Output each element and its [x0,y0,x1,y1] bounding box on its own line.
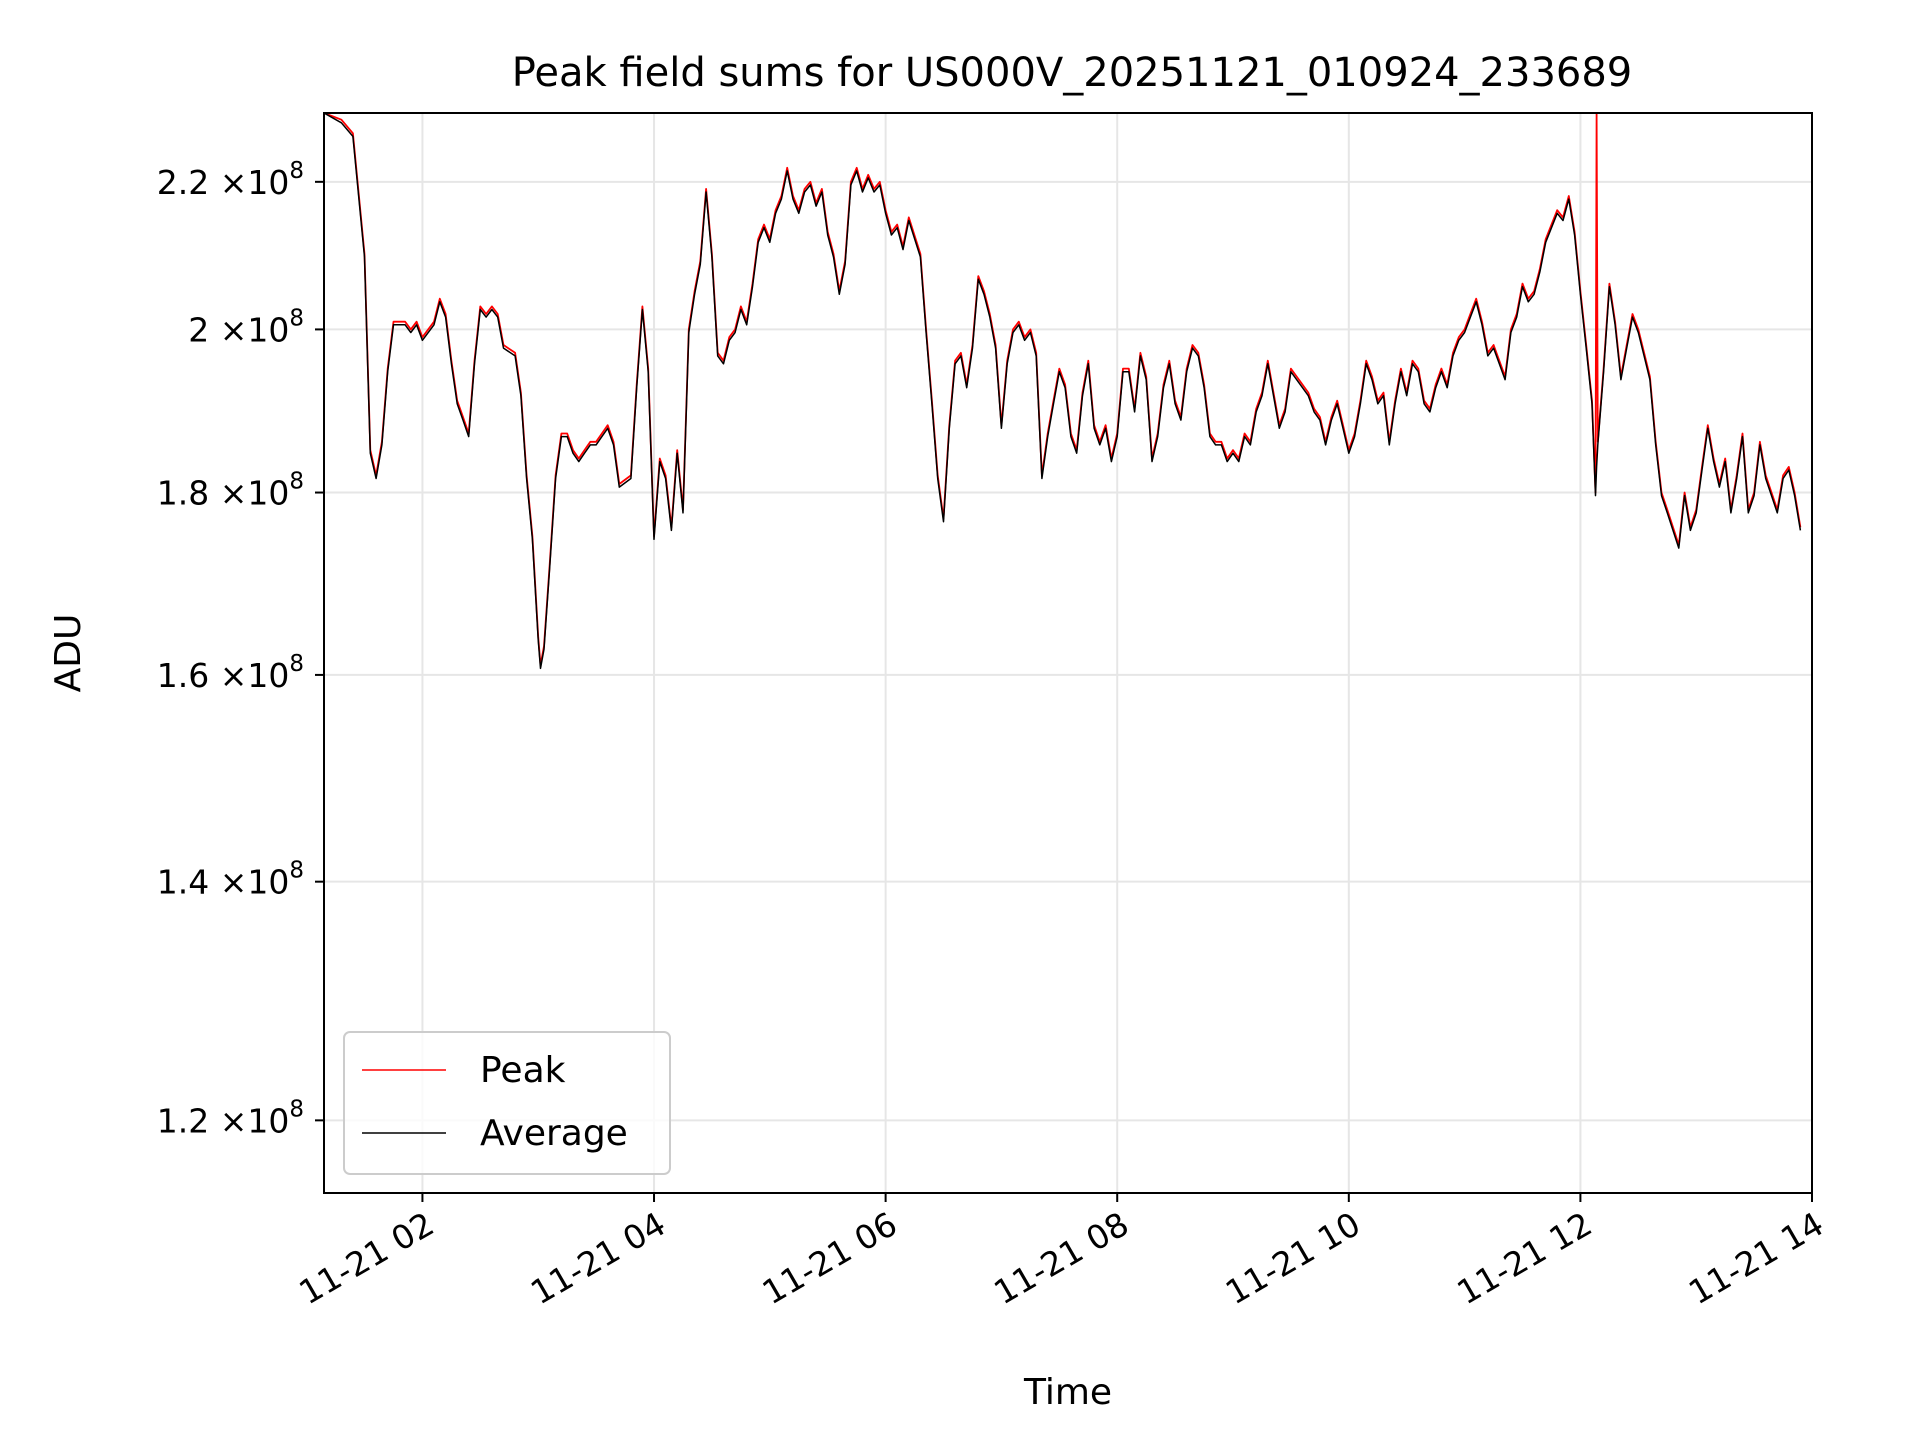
plot-frame [323,112,1813,1194]
series-layer [323,112,1802,670]
x-axis-label: Time [1023,1372,1112,1413]
y-tick-label-2: 1.6 ×108 [157,651,304,695]
y-tick-label-1: 1.4 ×108 [157,858,304,902]
legend-peak-label: Peak [480,1050,566,1091]
legend: Peak Average [343,1031,671,1175]
y-tick-label-3: 1.8 ×108 [157,469,304,513]
legend-average-label: Average [480,1113,628,1154]
y-tick-label-5: 2.2 ×108 [157,158,304,202]
legend-box [343,1031,671,1175]
chart-title: Peak field sums for US000V_20251121_0109… [512,50,1633,96]
y-axis-ticks: 1.2 ×108 1.4 ×108 1.6 ×108 1.8 ×108 2 ×108 2.… [157,158,324,1140]
y-tick-label-4: 2 ×108 [188,305,304,349]
y-tick-label-0: 1.2 ×108 [157,1096,304,1140]
y-axis-label: ADU [48,614,89,693]
series-line-average [323,112,1802,670]
